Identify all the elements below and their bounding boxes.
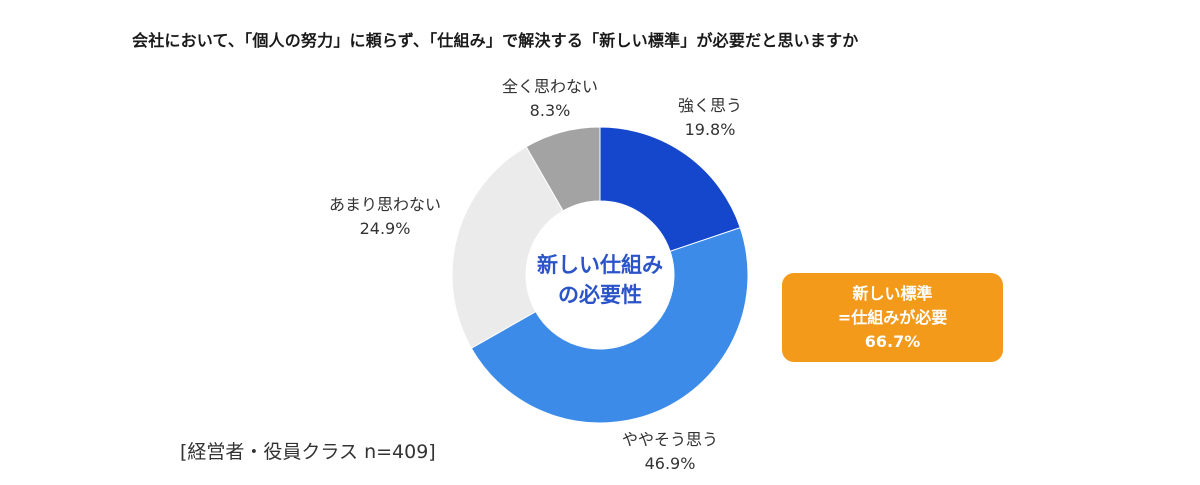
slice-somewhat-agree xyxy=(470,227,749,424)
slice-value-label: 46.9% xyxy=(644,454,696,473)
slice-strongly-disagree xyxy=(525,126,601,212)
slice-label-strongly-agree: 強く思う 19.8% xyxy=(650,94,770,142)
callout-line2: =仕組みが必要 xyxy=(837,307,948,327)
slice-label-strongly-disagree: 全く思わない 8.3% xyxy=(480,75,620,123)
callout-line1: 新しい標準 xyxy=(852,283,933,303)
sample-note: [経営者・役員クラス n=409] xyxy=(180,441,436,463)
center-label-line1: 新しい仕組み xyxy=(537,253,663,277)
slice-category-label: 強く思う xyxy=(677,96,742,115)
slice-category-label: ややそう思う xyxy=(621,430,718,449)
slice-label-somewhat-agree: ややそう思う 46.9% xyxy=(600,428,740,476)
center-label: 新しい仕組み の必要性 xyxy=(520,250,680,310)
slice-value-label: 24.9% xyxy=(359,219,411,238)
chart-title: 会社において、「個人の努力」に頼らず、「仕組み」で解決する「新しい標準」が必要だ… xyxy=(132,31,859,50)
agree-total-callout: 新しい標準 =仕組みが必要 66.7% xyxy=(782,273,1003,362)
slice-somewhat-disagree xyxy=(451,146,564,349)
slice-value-label: 8.3% xyxy=(529,101,571,120)
slice-value-label: 19.8% xyxy=(684,120,736,139)
slice-category-label: 全く思わない xyxy=(501,77,598,96)
center-label-line2: の必要性 xyxy=(558,283,642,307)
slice-category-label: あまり思わない xyxy=(328,195,441,214)
callout-value: 66.7% xyxy=(864,331,921,351)
slice-label-somewhat-disagree: あまり思わない 24.9% xyxy=(300,193,470,241)
slice-strongly-agree xyxy=(599,126,741,252)
